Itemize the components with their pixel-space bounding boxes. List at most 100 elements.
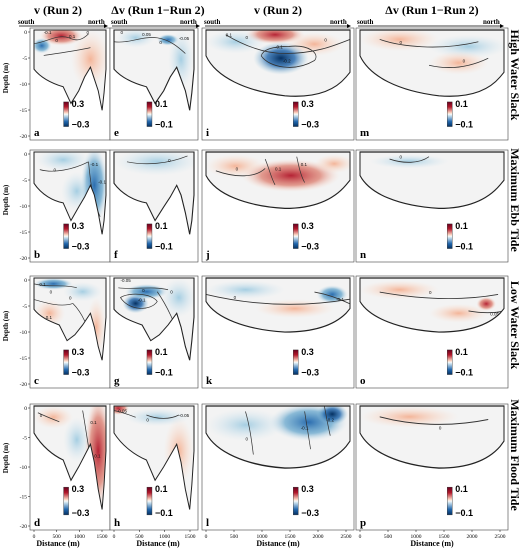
contour-line (260, 45, 317, 68)
contour-label: 0 (463, 59, 466, 64)
direction-arrows: south north south north south north sout… (18, 18, 504, 28)
color-region (314, 154, 350, 174)
panel-g: -0.05 0 -0.1 0 0.1 −0.1 g (109, 275, 199, 389)
south-label: south (357, 18, 373, 26)
contour-line (296, 156, 305, 183)
bathymetry-outline (359, 29, 505, 97)
colorbar-max-label: 0.1 (155, 221, 168, 231)
x-tick-label: 2500 (495, 534, 506, 540)
color-region (124, 283, 169, 300)
contour-line (245, 411, 254, 455)
colorbar: 0.1 −0.1 (447, 221, 473, 252)
contour-label: 0.05 (118, 409, 127, 414)
col-header-3: v (Run 2) (254, 3, 302, 17)
panel-n: 0 0.1 −0.1 n (355, 149, 509, 263)
colorbar-min-label: −0.3 (301, 120, 319, 130)
colorbar-gradient (293, 349, 299, 375)
contour-label: -0.2 (326, 418, 334, 423)
colorbar-gradient (447, 101, 453, 127)
contour-label: 0 (159, 40, 162, 45)
bathymetry-outline (205, 151, 351, 209)
contour-label: -0.05 (179, 413, 190, 418)
colorbar: 0.1 −0.1 (146, 221, 173, 252)
panel-letter: h (114, 517, 120, 529)
colorbar-max-label: 0.3 (301, 347, 314, 357)
panel-c: -0.1 0 0 0.1 0.3 −0.3 c (29, 275, 111, 389)
colorbar-max-label: 0.1 (155, 99, 168, 109)
color-region (35, 152, 91, 172)
y-axis-label: Depth (m) (2, 442, 10, 473)
panel-m: 0 0 0.1 −0.1 m (355, 27, 509, 141)
south-label: south (18, 18, 34, 26)
panel-letter: f (114, 249, 118, 261)
colorbar-gradient (63, 349, 69, 375)
x-tick-label: 0 (359, 534, 362, 540)
panel-e: 0 0.05 0 -0.05 0.1 −0.1 e (109, 27, 199, 141)
colorbar: 0.1 −0.1 (146, 484, 173, 518)
contour-line (126, 155, 188, 165)
bathymetry-outline (33, 151, 107, 235)
col-header-2: Δv (Run 1−Run 2) (111, 3, 204, 17)
y-tick-label: 0 (24, 152, 27, 158)
colorbar-gradient (146, 349, 153, 375)
panel-letter: m (360, 127, 369, 139)
color-region (255, 299, 335, 318)
color-region (284, 32, 345, 56)
contour-line (215, 168, 266, 177)
colorbar-gradient (447, 223, 453, 249)
contour-line (379, 416, 489, 425)
column-headers: v (Run 2) Δv (Run 1−Run 2) v (Run 2) Δv … (34, 3, 479, 17)
panel-letter: o (360, 375, 366, 387)
contour-label: -0.1 (38, 282, 46, 287)
contour-line (146, 414, 180, 419)
y-tick-label: -10 (20, 204, 28, 210)
color-region (206, 280, 285, 300)
contour-label: 0.1 (94, 454, 101, 459)
bathymetry-outline (359, 151, 505, 209)
x-tick-label: 1000 (159, 534, 170, 540)
x-tick-label: 2000 (313, 534, 324, 540)
contour-label: 0 (50, 290, 53, 295)
color-region (369, 154, 449, 169)
row-title-4: Maximum Flood Tide (508, 399, 522, 511)
colorbar-min-label: −0.3 (301, 242, 319, 252)
colorbar-min-label: −0.1 (455, 242, 473, 252)
colorbar: 0.1 −0.1 (146, 347, 173, 378)
color-region (429, 51, 489, 75)
y-tick-label: -20 (20, 134, 28, 140)
contour-label: 0.1 (275, 166, 282, 171)
colorbar: 0.1 −0.1 (447, 484, 473, 518)
y-tick-label: 0 (24, 406, 27, 412)
x-tick-label: 500 (135, 534, 144, 540)
x-tick-label: 1000 (74, 534, 85, 540)
south-label: south (204, 18, 220, 26)
contour-label: 0.1 (69, 34, 76, 39)
x-tick-label: 1000 (257, 534, 268, 540)
color-region (39, 30, 83, 46)
panel-d: 0 0.1 0.1 0.3 −0.3 d (29, 403, 111, 531)
colorbar-min-label: −0.3 (301, 368, 319, 378)
color-region (114, 406, 130, 415)
direction-arrow-col3: south north (204, 18, 351, 28)
y-axis-label: Depth (m) (2, 310, 10, 341)
colorbar-max-label: 0.1 (155, 484, 168, 494)
panel-letter: g (114, 375, 120, 387)
colorbar-max-label: 0.3 (72, 221, 85, 231)
colorbar-max-label: 0.3 (301, 484, 314, 494)
panel-letter: k (206, 375, 213, 387)
contour-label: 0 (121, 30, 124, 35)
y-tick-label: -5 (22, 56, 27, 62)
contour-line (428, 57, 489, 69)
contour-label: -0.1 (44, 30, 52, 35)
colorbar: 0.3 −0.3 (63, 221, 89, 252)
y-tick-label: -15 (20, 495, 28, 501)
colorbar-min-label: −0.3 (72, 120, 90, 130)
x-tick-label: 1500 (285, 534, 296, 540)
contour-label: 0.05 (142, 32, 151, 37)
row-title-1: High Water Slack (508, 30, 522, 121)
colorbar-min-label: −0.3 (72, 508, 90, 518)
colorbar-min-label: −0.1 (455, 508, 473, 518)
contour-line (34, 33, 89, 45)
x-tick-label: 1000 (411, 534, 422, 540)
colorbar-max-label: 0.3 (72, 99, 85, 109)
